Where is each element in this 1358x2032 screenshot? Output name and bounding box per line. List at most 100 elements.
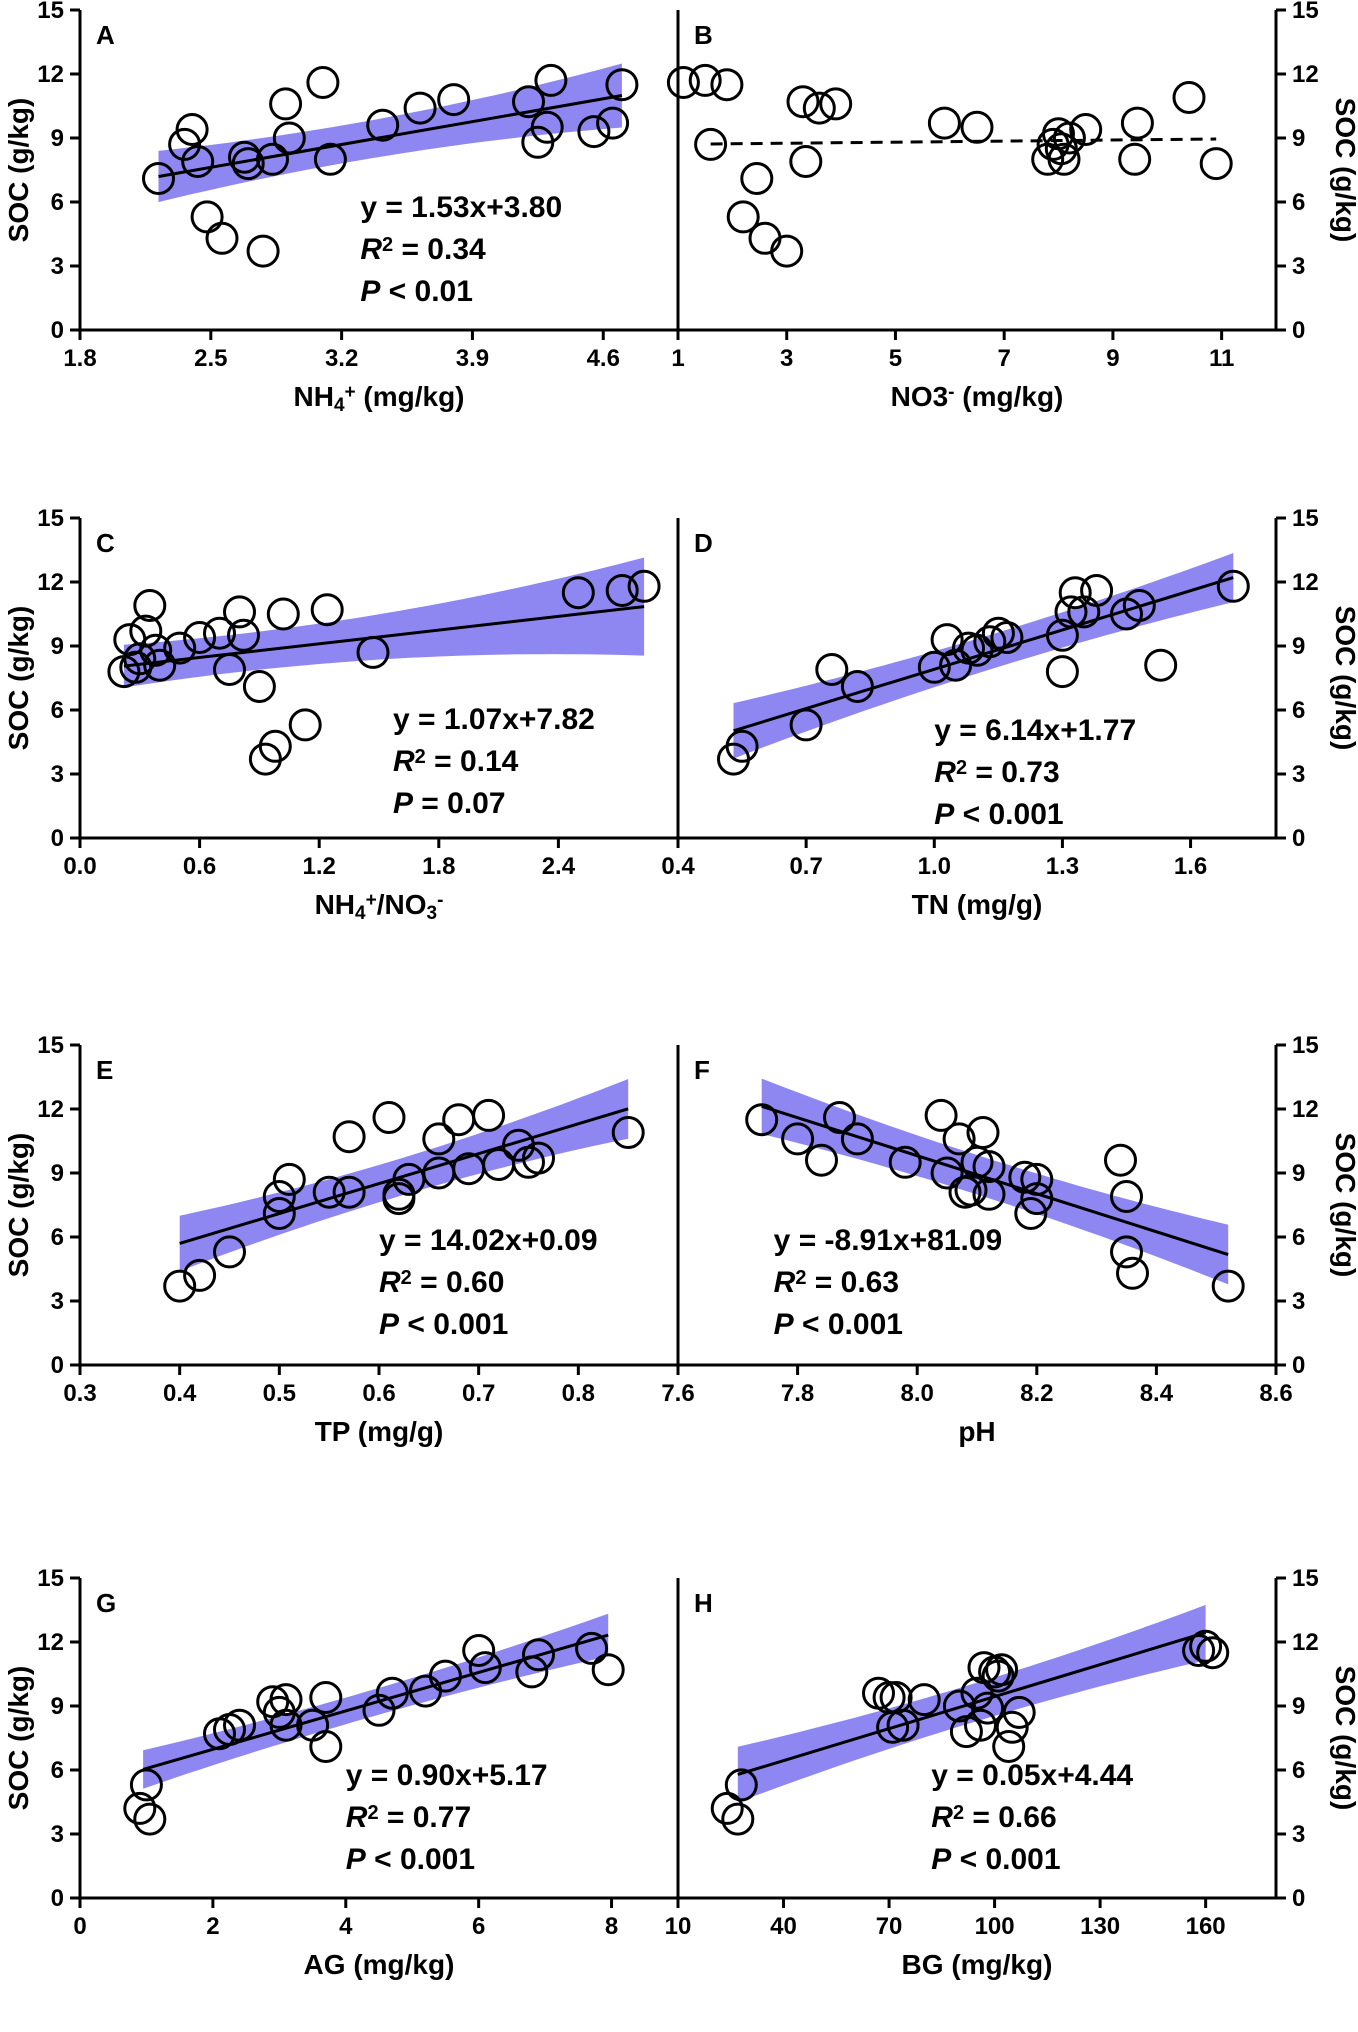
x-tick-label-h-3: 100 [975, 1913, 1015, 1940]
x-tick-label-b-0: 1 [671, 345, 684, 372]
point-a-20 [530, 110, 564, 144]
panel-letter-b: B [694, 20, 713, 50]
point-c-7 [139, 633, 173, 667]
point-c-17 [258, 729, 292, 763]
point-e-10 [372, 1101, 406, 1134]
x-tick-label-h-4: 130 [1080, 1913, 1120, 1940]
y-tick-label-h-1: 3 [1292, 1821, 1305, 1848]
point-e-6 [272, 1162, 306, 1196]
x-tick-label-e-1: 0.4 [163, 1380, 197, 1407]
point-g-15 [375, 1676, 409, 1710]
equation-line-d-1: y = 6.14x+1.77 [934, 714, 1136, 747]
y-axis-title-b: SOC (g/kg) [1330, 98, 1358, 243]
equation-line-a-3: P < 0.01 [360, 275, 473, 308]
point-b-12 [819, 87, 853, 121]
x-tick-label-a-1: 2.5 [194, 345, 227, 372]
x-tick-label-f-3: 8.2 [1020, 1380, 1053, 1407]
panel-c: 0.0 0.6 1.2 1.8 2.4 0 3 6 9 12 15 SOC (g/kg) NH4+/NO… [3, 505, 680, 924]
point-b-1 [666, 66, 700, 99]
y-tick-label-e-0: 0 [51, 1352, 64, 1379]
equation-line-g-3: P < 0.001 [346, 1843, 475, 1876]
y-tick-label-h-3: 9 [1292, 1693, 1305, 1720]
point-d-13 [990, 621, 1024, 654]
x-tick-label-h-0: 10 [665, 1913, 692, 1940]
x-tick-label-g-0: 0 [73, 1913, 86, 1940]
y-tick-label-b-5: 15 [1292, 0, 1319, 24]
point-e-3 [213, 1235, 246, 1269]
y-axis-title-f: SOC (g/kg) [1330, 1133, 1358, 1278]
y-tick-label-e-3: 9 [51, 1160, 64, 1187]
point-d-17 [1058, 576, 1092, 610]
y-tick-label-f-1: 3 [1292, 1288, 1305, 1315]
panel-letter-h: H [694, 1588, 713, 1618]
y-tick-label-d-2: 6 [1292, 697, 1305, 724]
y-tick-label-f-3: 9 [1292, 1160, 1305, 1187]
point-g-23 [591, 1653, 625, 1687]
point-b-19 [1047, 142, 1081, 176]
x-tick-label-h-2: 70 [876, 1913, 903, 1940]
y-tick-label-g-0: 0 [51, 1885, 64, 1912]
point-h-9 [907, 1683, 941, 1717]
x-tick-label-d-0: 0.4 [661, 853, 695, 880]
y-tick-label-h-5: 15 [1292, 1565, 1319, 1592]
point-b-23 [1120, 106, 1154, 140]
point-g-6 [223, 1708, 256, 1742]
point-b-24 [1172, 81, 1206, 114]
y-tick-label-h-2: 6 [1292, 1757, 1305, 1784]
x-tick-label-h-1: 40 [770, 1913, 797, 1940]
point-g-1 [123, 1791, 157, 1825]
y-tick-label-a-1: 3 [51, 253, 64, 280]
equation-line-f-2: R2 = 0.63 [774, 1266, 899, 1299]
point-a-3 [175, 113, 209, 146]
point-c-5 [129, 614, 163, 648]
x-tick-label-f-1: 7.8 [781, 1380, 814, 1407]
x-tick-label-e-4: 0.7 [462, 1380, 495, 1407]
x-axis-title-a: NH4+ (mg/kg) [293, 381, 464, 416]
y-tick-label-c-2: 6 [51, 697, 64, 724]
x-axis-title-b: NO3- (mg/kg) [891, 381, 1064, 412]
y-tick-label-b-4: 12 [1292, 61, 1319, 88]
point-a-7 [228, 140, 261, 174]
point-a-14 [313, 142, 347, 176]
point-e-4 [262, 1197, 296, 1230]
point-g-19 [468, 1651, 502, 1685]
equation-line-c-3: P = 0.07 [393, 787, 506, 820]
point-h-18 [985, 1653, 1019, 1687]
point-g-22 [575, 1631, 609, 1665]
point-b-20 [1052, 121, 1086, 155]
point-a-12 [272, 121, 306, 155]
y-axis-title-d: SOC (g/kg) [1330, 606, 1358, 751]
x-tick-label-g-3: 6 [472, 1913, 485, 1940]
point-c-19 [288, 708, 322, 742]
y-tick-label-b-1: 3 [1292, 253, 1305, 280]
y-axis-title-e: SOC (g/kg) [3, 1133, 34, 1278]
point-h-20 [995, 1710, 1029, 1744]
point-c-21 [356, 635, 390, 669]
point-g-14 [362, 1693, 396, 1727]
y-tick-label-b-0: 0 [1292, 317, 1305, 344]
y-tick-label-g-5: 15 [37, 1565, 64, 1592]
panel-g: 0 2 4 6 8 0 3 6 9 12 15 SOC (g/kg) AG (mg/kg) Gy = 0.… [3, 1565, 680, 1980]
point-f-8 [930, 1156, 964, 1190]
panel-f: 7.6 7.8 8.0 8.2 8.4 8.60 3 6 9 12 15 SOC (g/kg) pH Fy… [661, 1032, 1358, 1447]
x-tick-label-c-1: 0.6 [183, 853, 216, 880]
y-tick-label-a-3: 9 [51, 125, 64, 152]
point-h-15 [971, 1691, 1005, 1725]
point-g-20 [515, 1655, 549, 1689]
point-e-1 [163, 1269, 197, 1303]
panel-letter-a: A [96, 20, 115, 50]
equation-line-g-1: y = 0.90x+5.17 [346, 1759, 548, 1792]
point-g-3 [133, 1802, 167, 1836]
x-tick-label-d-2: 1.0 [918, 853, 951, 880]
confidence-band-c [123, 557, 645, 688]
point-f-19 [1020, 1182, 1054, 1216]
y-axis-title-g: SOC (g/kg) [3, 1666, 34, 1811]
equation-line-h-1: y = 0.05x+4.44 [931, 1759, 1133, 1792]
point-a-11 [269, 87, 303, 121]
equation-line-f-1: y = -8.91x+81.09 [774, 1224, 1003, 1257]
point-c-15 [242, 670, 276, 703]
point-a-23 [596, 106, 630, 140]
point-d-16 [1054, 595, 1088, 629]
point-f-3 [805, 1143, 838, 1177]
